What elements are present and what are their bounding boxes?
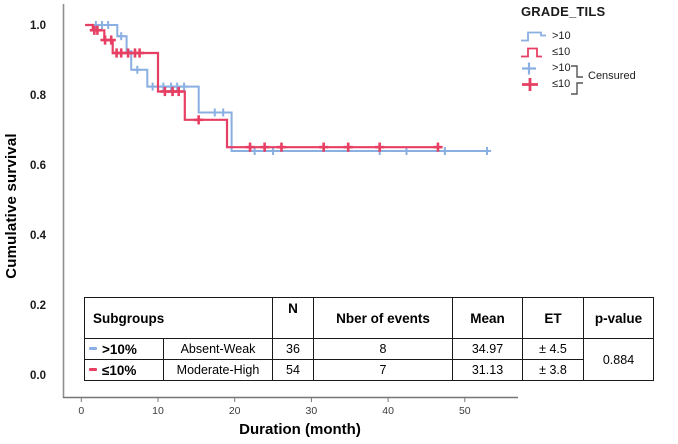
svg-text:40: 40 [382, 405, 394, 417]
table-row: ≤10% Moderate-High 54 7 31.13 ± 3.8 [84, 359, 654, 381]
svg-text:0.8: 0.8 [30, 90, 47, 102]
legend-item-label: >10 [552, 30, 571, 42]
pvalue-cell: 0.884 [583, 338, 654, 381]
header-pvalue: p-value [583, 297, 654, 339]
censored-bracket-icon [571, 65, 583, 95]
statistics-table: Subgroups N Nber of events Mean ET p-val… [84, 297, 654, 381]
legend-censored-label: Censured [588, 70, 636, 82]
x-axis-label: Duration (month) [239, 421, 361, 438]
legend-item-le10-censored: ≤10 [521, 76, 677, 92]
svg-text:0.6: 0.6 [30, 160, 46, 172]
mean-cell: 31.13 [452, 359, 523, 381]
events-cell: 7 [313, 359, 453, 381]
legend-item-label: ≤10 [552, 78, 571, 90]
subgroup-pct-cell: ≤10% [84, 359, 164, 381]
y-axis-label: Cumulative survival [3, 133, 20, 279]
svg-text:20: 20 [229, 405, 241, 417]
header-subgroups: Subgroups [84, 297, 273, 339]
svg-text:1.0: 1.0 [30, 20, 46, 32]
plus-icon [522, 77, 538, 91]
header-mean: Mean [452, 297, 523, 339]
svg-text:0: 0 [78, 405, 84, 417]
header-events: Nber of events [313, 297, 453, 339]
table-row: >10% Absent-Weak 36 8 34.97 ± 4.5 0.884 [84, 338, 654, 381]
series-marker-icon [89, 347, 97, 351]
svg-text:0.2: 0.2 [30, 300, 46, 312]
et-cell: ± 3.8 [522, 359, 584, 381]
header-et: ET [522, 297, 584, 339]
legend: GRADE_TILS >10 ≤10 >10 ≤10 [521, 4, 677, 95]
legend-item-gt10-line: >10 [521, 28, 677, 44]
legend-title: GRADE_TILS [521, 4, 606, 19]
step-line-icon [521, 47, 542, 57]
svg-text:50: 50 [459, 405, 471, 417]
plus-icon [522, 62, 536, 74]
n-cell: 36 [272, 338, 314, 360]
svg-text:0.0: 0.0 [30, 370, 46, 382]
subgroup-label-cell: Absent-Weak [163, 338, 273, 360]
legend-item-label: ≤10 [552, 46, 571, 58]
et-cell: ± 4.5 [522, 338, 584, 360]
svg-text:30: 30 [306, 405, 318, 417]
legend-item-label: >10 [552, 62, 571, 74]
subgroup-label-cell: Moderate-High [163, 359, 273, 381]
subgroup-pct-cell: >10% [84, 338, 164, 360]
step-line-icon [521, 31, 546, 41]
mean-cell: 34.97 [452, 338, 523, 360]
table-header-row: Subgroups N Nber of events Mean ET p-val… [84, 297, 654, 339]
events-cell: 8 [313, 338, 453, 360]
legend-item-le10-line: ≤10 [521, 44, 677, 60]
svg-text:10: 10 [152, 405, 164, 417]
n-cell: 54 [272, 359, 314, 381]
legend-item-gt10-censored: >10 [521, 60, 677, 76]
svg-text:0.4: 0.4 [30, 230, 47, 242]
series-marker-icon [89, 368, 97, 372]
header-n: N [272, 297, 314, 339]
